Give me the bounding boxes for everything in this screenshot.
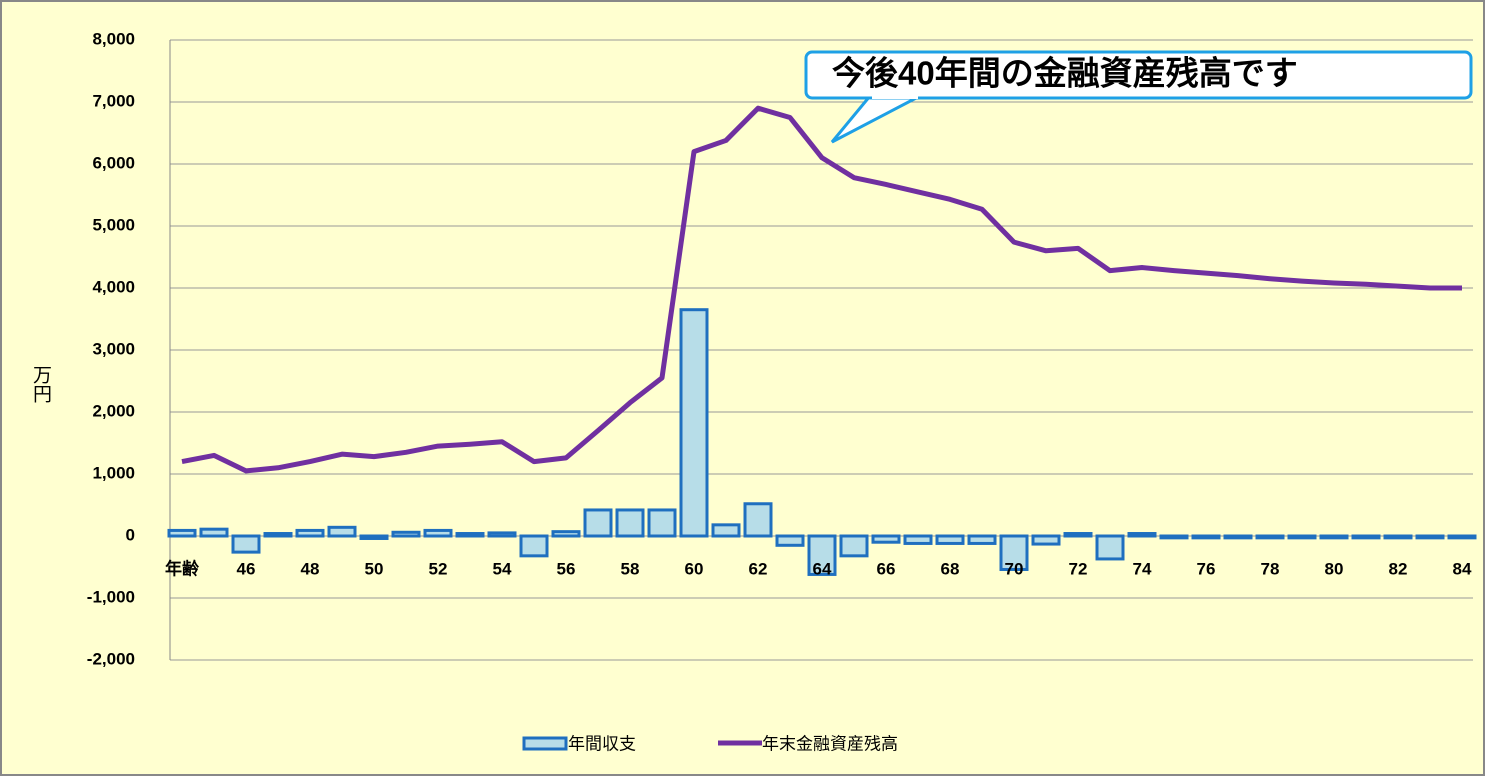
y-tick-label: 3,000 bbox=[92, 339, 135, 358]
bar bbox=[1415, 534, 1445, 540]
y-tick-label: 5,000 bbox=[92, 215, 135, 234]
y-tick-label: -2,000 bbox=[87, 649, 135, 668]
y-tick-label: 0 bbox=[126, 525, 135, 544]
x-tick-label: 年齢 bbox=[165, 558, 200, 578]
y-tick-label: 7,000 bbox=[92, 91, 135, 110]
bar bbox=[647, 508, 677, 538]
bar bbox=[935, 534, 965, 545]
x-tick-label: 78 bbox=[1261, 559, 1280, 578]
bar bbox=[423, 528, 453, 538]
x-tick-label: 62 bbox=[749, 559, 768, 578]
bar bbox=[839, 534, 869, 558]
bar bbox=[1127, 532, 1157, 538]
bar bbox=[551, 530, 581, 538]
bar bbox=[1159, 534, 1189, 540]
bar bbox=[1063, 532, 1093, 538]
bar bbox=[1319, 534, 1349, 540]
bar bbox=[1191, 534, 1221, 540]
legend-label: 年間収支 bbox=[568, 734, 636, 753]
x-tick-label: 56 bbox=[557, 559, 576, 578]
annotation: 今後40年間の金融資産残高です bbox=[832, 55, 1298, 92]
bar bbox=[359, 534, 389, 540]
legend-swatch bbox=[522, 736, 568, 751]
bar bbox=[903, 534, 933, 545]
bar bbox=[1095, 534, 1125, 561]
bar bbox=[967, 534, 997, 545]
bar bbox=[1447, 534, 1477, 540]
bar bbox=[327, 525, 357, 538]
bar bbox=[615, 508, 645, 538]
bar bbox=[999, 534, 1029, 571]
x-tick-label: 70 bbox=[1005, 559, 1024, 578]
x-tick-label: 68 bbox=[941, 559, 960, 578]
bar bbox=[1383, 534, 1413, 540]
bar bbox=[391, 530, 421, 538]
bar bbox=[743, 502, 773, 538]
bar bbox=[807, 534, 837, 576]
y-tick-label: 4,000 bbox=[92, 277, 135, 296]
x-tick-label: 58 bbox=[621, 559, 640, 578]
bar bbox=[775, 534, 805, 547]
x-tick-label: 48 bbox=[301, 559, 320, 578]
x-tick-label: 60 bbox=[685, 559, 704, 578]
y-tick-label: 6,000 bbox=[92, 153, 135, 172]
y-tick-label: -1,000 bbox=[87, 587, 135, 606]
bar bbox=[295, 528, 325, 538]
line bbox=[181, 105, 1462, 474]
bar bbox=[199, 527, 229, 538]
bar bbox=[519, 534, 549, 558]
bar bbox=[231, 534, 261, 554]
bar bbox=[1031, 534, 1061, 546]
bar bbox=[711, 523, 741, 538]
legend-label: 年末金融資産残高 bbox=[762, 734, 898, 753]
x-tick-label: 50 bbox=[365, 559, 384, 578]
y-tick-label: 8,000 bbox=[92, 29, 135, 48]
x-tick-label: 46 bbox=[237, 559, 256, 578]
callout-box bbox=[804, 50, 1473, 100]
bar bbox=[679, 308, 709, 538]
x-tick-label: 74 bbox=[1133, 559, 1152, 578]
bar bbox=[1255, 534, 1285, 540]
x-tick-label: 80 bbox=[1325, 559, 1344, 578]
bar bbox=[487, 531, 517, 538]
y-tick-label: 2,000 bbox=[92, 401, 135, 420]
x-tick-label: 66 bbox=[877, 559, 896, 578]
x-tick-label: 52 bbox=[429, 559, 448, 578]
bar bbox=[455, 532, 485, 538]
bar bbox=[1287, 534, 1317, 540]
bar bbox=[871, 534, 901, 544]
y-axis-label: 万円 bbox=[30, 365, 52, 403]
y-tick-label: 1,000 bbox=[92, 463, 135, 482]
x-tick-label: 84 bbox=[1453, 559, 1472, 578]
bar bbox=[1223, 534, 1253, 540]
x-tick-label: 72 bbox=[1069, 559, 1088, 578]
x-tick-label: 64 bbox=[813, 559, 832, 578]
x-tick-label: 54 bbox=[493, 559, 512, 578]
bar bbox=[263, 532, 293, 538]
x-tick-label: 82 bbox=[1389, 559, 1408, 578]
bar bbox=[1351, 534, 1381, 540]
bar bbox=[167, 528, 197, 538]
x-tick-label: 76 bbox=[1197, 559, 1216, 578]
bar bbox=[583, 508, 613, 538]
